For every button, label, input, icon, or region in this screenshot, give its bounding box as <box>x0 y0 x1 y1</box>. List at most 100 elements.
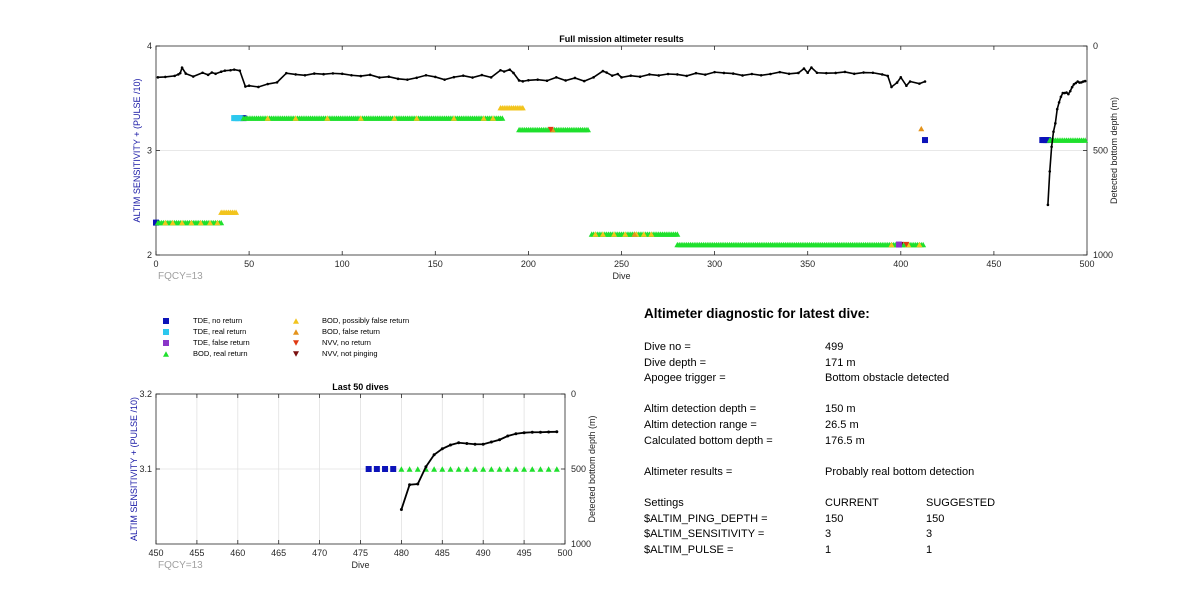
setting-current: 150 <box>825 512 844 525</box>
bottom-depth-point <box>473 442 477 446</box>
bottom-depth-point <box>713 70 716 74</box>
bottom-depth-point <box>177 73 180 76</box>
data-point <box>365 466 372 472</box>
bottom-depth-point <box>685 74 688 78</box>
bottom-depth-point <box>432 453 436 457</box>
series-bod-possibly-false-return <box>162 104 923 248</box>
bottom-depth-point <box>506 434 510 438</box>
dive-no-row: Dive no = 499 <box>644 340 1164 356</box>
bottom-depth-point <box>399 508 403 511</box>
data-point <box>455 466 462 472</box>
data-point <box>529 466 536 472</box>
data-point <box>916 241 923 248</box>
bottom-depth-point <box>1070 85 1074 89</box>
series-bod-real-return <box>398 466 560 472</box>
dive-no-value: 499 <box>825 341 844 353</box>
bottom-depth-point <box>908 80 912 83</box>
bottom-depth-point <box>676 73 679 76</box>
bottom-depth-point <box>440 447 444 451</box>
x-axis-label: Dive <box>351 560 369 570</box>
data-point <box>169 219 176 226</box>
bottom-depth-point <box>489 440 493 444</box>
bottom-depth-point <box>285 71 288 75</box>
bottom-depth-point <box>257 85 260 89</box>
chart-title: Full mission altimeter results <box>559 34 684 44</box>
bottom-depth-point <box>521 80 525 83</box>
dive-no-label: Dive no = <box>644 341 691 353</box>
current-label: CURRENT <box>825 496 879 509</box>
bottom-depth-point <box>810 66 813 69</box>
data-point <box>206 219 213 226</box>
bottom-depth-point <box>778 70 782 74</box>
setting-suggested: 150 <box>926 512 945 525</box>
x-tick-label: 150 <box>428 259 443 269</box>
data-point <box>648 231 655 237</box>
bottom-depth-line <box>1047 80 1086 205</box>
detect-depth-label: Altim detection depth = <box>644 403 757 416</box>
x-tick-label: 400 <box>893 259 908 269</box>
bottom-depth-point <box>605 71 608 74</box>
bottom-depth-point <box>666 72 670 76</box>
bottom-depth-line <box>157 65 926 89</box>
bottom-depth-point <box>180 66 184 70</box>
bottom-depth-point <box>508 68 512 71</box>
data-point <box>537 466 544 472</box>
data-point <box>472 466 479 472</box>
bottom-depth-point <box>408 483 412 487</box>
bottom-depth-point <box>880 73 884 76</box>
x-axis-label: Dive <box>612 271 630 281</box>
legend-label: TDE, false return <box>193 338 250 347</box>
bottom-depth-point <box>1072 82 1076 86</box>
bottom-depth-point <box>890 85 893 89</box>
bottom-depth-point <box>899 76 903 79</box>
data-point <box>674 231 681 237</box>
grid-lines <box>156 394 565 544</box>
data-point <box>547 126 554 133</box>
bottom-depth-point <box>527 78 530 82</box>
data-point <box>398 466 405 472</box>
altimeter-diagnostic-panel: Altimeter diagnostic for latest dive: Di… <box>644 306 1164 558</box>
data-point <box>382 466 389 472</box>
bottom-depth-point <box>1048 170 1052 173</box>
bottom-depth-point <box>201 71 204 75</box>
chart-title: Last 50 dives <box>332 382 389 392</box>
bottom-depth-point <box>555 430 559 434</box>
data-point <box>153 219 159 226</box>
data-point <box>233 209 240 215</box>
data-point <box>512 466 519 472</box>
y-tick-label: 3 <box>147 146 152 156</box>
bottom-depth-point <box>312 72 316 75</box>
data-point <box>390 466 397 472</box>
bottom-depth-point <box>722 71 726 75</box>
x-tick-label: 500 <box>1079 259 1094 269</box>
data-point <box>188 219 195 226</box>
data-point <box>1044 137 1051 144</box>
bottom-depth-point <box>340 72 344 76</box>
bottom-depth-point <box>387 75 391 79</box>
data-point <box>439 466 446 472</box>
y-tick-label: 2 <box>147 250 152 260</box>
bottom-depth-point <box>648 73 651 76</box>
bottom-depth-point <box>657 74 661 77</box>
bottom-depth-point <box>266 82 270 86</box>
data-point <box>264 115 271 121</box>
bottom-depth-point <box>434 75 437 79</box>
setting-row: $ALTIM_SENSITIVITY = 3 3 <box>644 527 1164 543</box>
x-tick-label: 100 <box>335 259 350 269</box>
data-point <box>463 466 470 472</box>
bottom-depth-point <box>424 73 428 77</box>
bottom-depth-point <box>862 71 865 74</box>
setting-current: 3 <box>825 528 832 541</box>
bottom-depth-point <box>923 80 927 83</box>
legend: TDE, no return TDE, real return TDE, false… <box>163 316 409 358</box>
bottom-depth-point <box>184 72 188 75</box>
legend-marker <box>163 318 169 324</box>
apogee-value: Bottom obstacle detected <box>825 372 950 385</box>
bottom-depth-point <box>638 75 642 79</box>
bottom-depth-point <box>547 430 551 434</box>
bottom-depth-point <box>620 76 623 79</box>
bottom-depth-point <box>416 482 420 486</box>
results-label: Altimeter results = <box>644 465 733 478</box>
x-tick-label: 480 <box>394 548 409 558</box>
bottom-depth-point <box>1083 79 1087 83</box>
